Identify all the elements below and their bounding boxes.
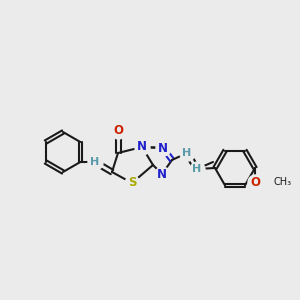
Point — [195, 167, 200, 171]
Text: O: O — [113, 124, 123, 137]
Point — [130, 181, 134, 185]
Text: H: H — [182, 148, 192, 158]
Point — [93, 160, 98, 164]
Point — [253, 180, 257, 184]
Point — [184, 151, 189, 155]
Text: H: H — [90, 157, 100, 167]
Point — [160, 146, 165, 150]
Point — [140, 145, 144, 149]
Text: S: S — [128, 176, 136, 190]
Point — [116, 129, 120, 134]
Text: H: H — [192, 164, 202, 174]
Text: O: O — [250, 176, 260, 188]
Text: N: N — [158, 142, 168, 154]
Text: N: N — [157, 167, 167, 181]
Point — [160, 172, 164, 176]
Text: N: N — [137, 140, 147, 154]
Text: CH₃: CH₃ — [273, 177, 291, 187]
Point — [270, 180, 274, 184]
